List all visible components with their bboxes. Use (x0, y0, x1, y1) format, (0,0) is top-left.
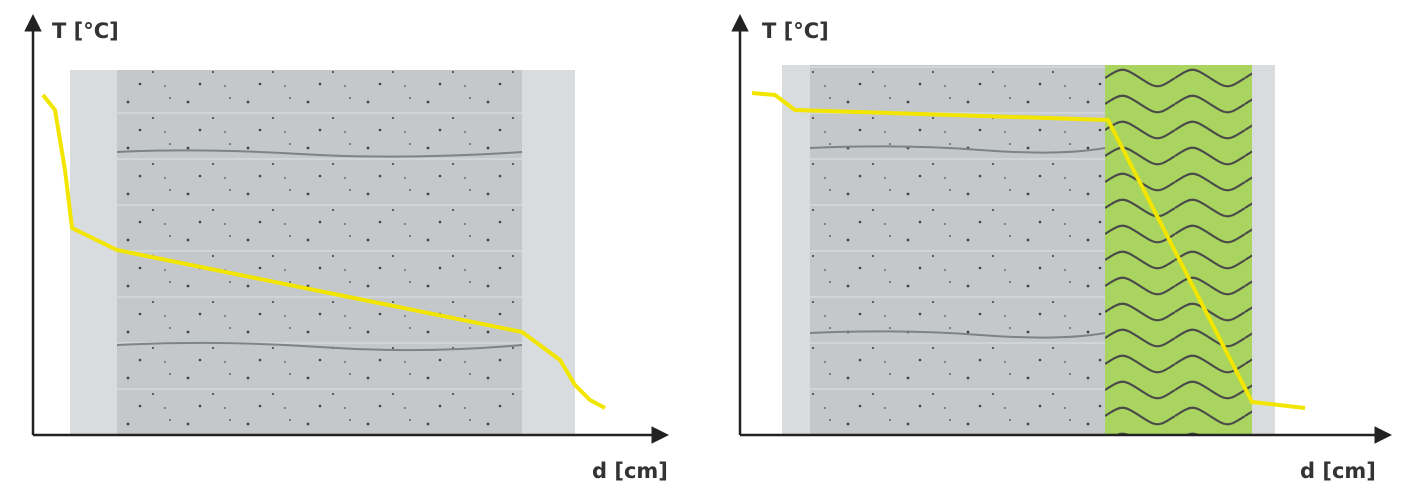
x-axis-label: d [cm] (1300, 459, 1376, 483)
crack (116, 149, 523, 352)
panel-left: T [°C] d [cm] (24, 14, 669, 483)
y-axis-label: T [°C] (52, 19, 119, 43)
x-axis-label: d [cm] (592, 459, 668, 483)
concrete (810, 65, 1105, 435)
insulation (1105, 65, 1252, 435)
panel-right: T [°C] d [cm] (731, 14, 1392, 483)
temperature-curve (41, 93, 606, 410)
concrete (117, 70, 522, 435)
crack (809, 145, 1106, 339)
temperature-curve (751, 91, 1306, 410)
y-axis-label: T [°C] (762, 19, 829, 43)
